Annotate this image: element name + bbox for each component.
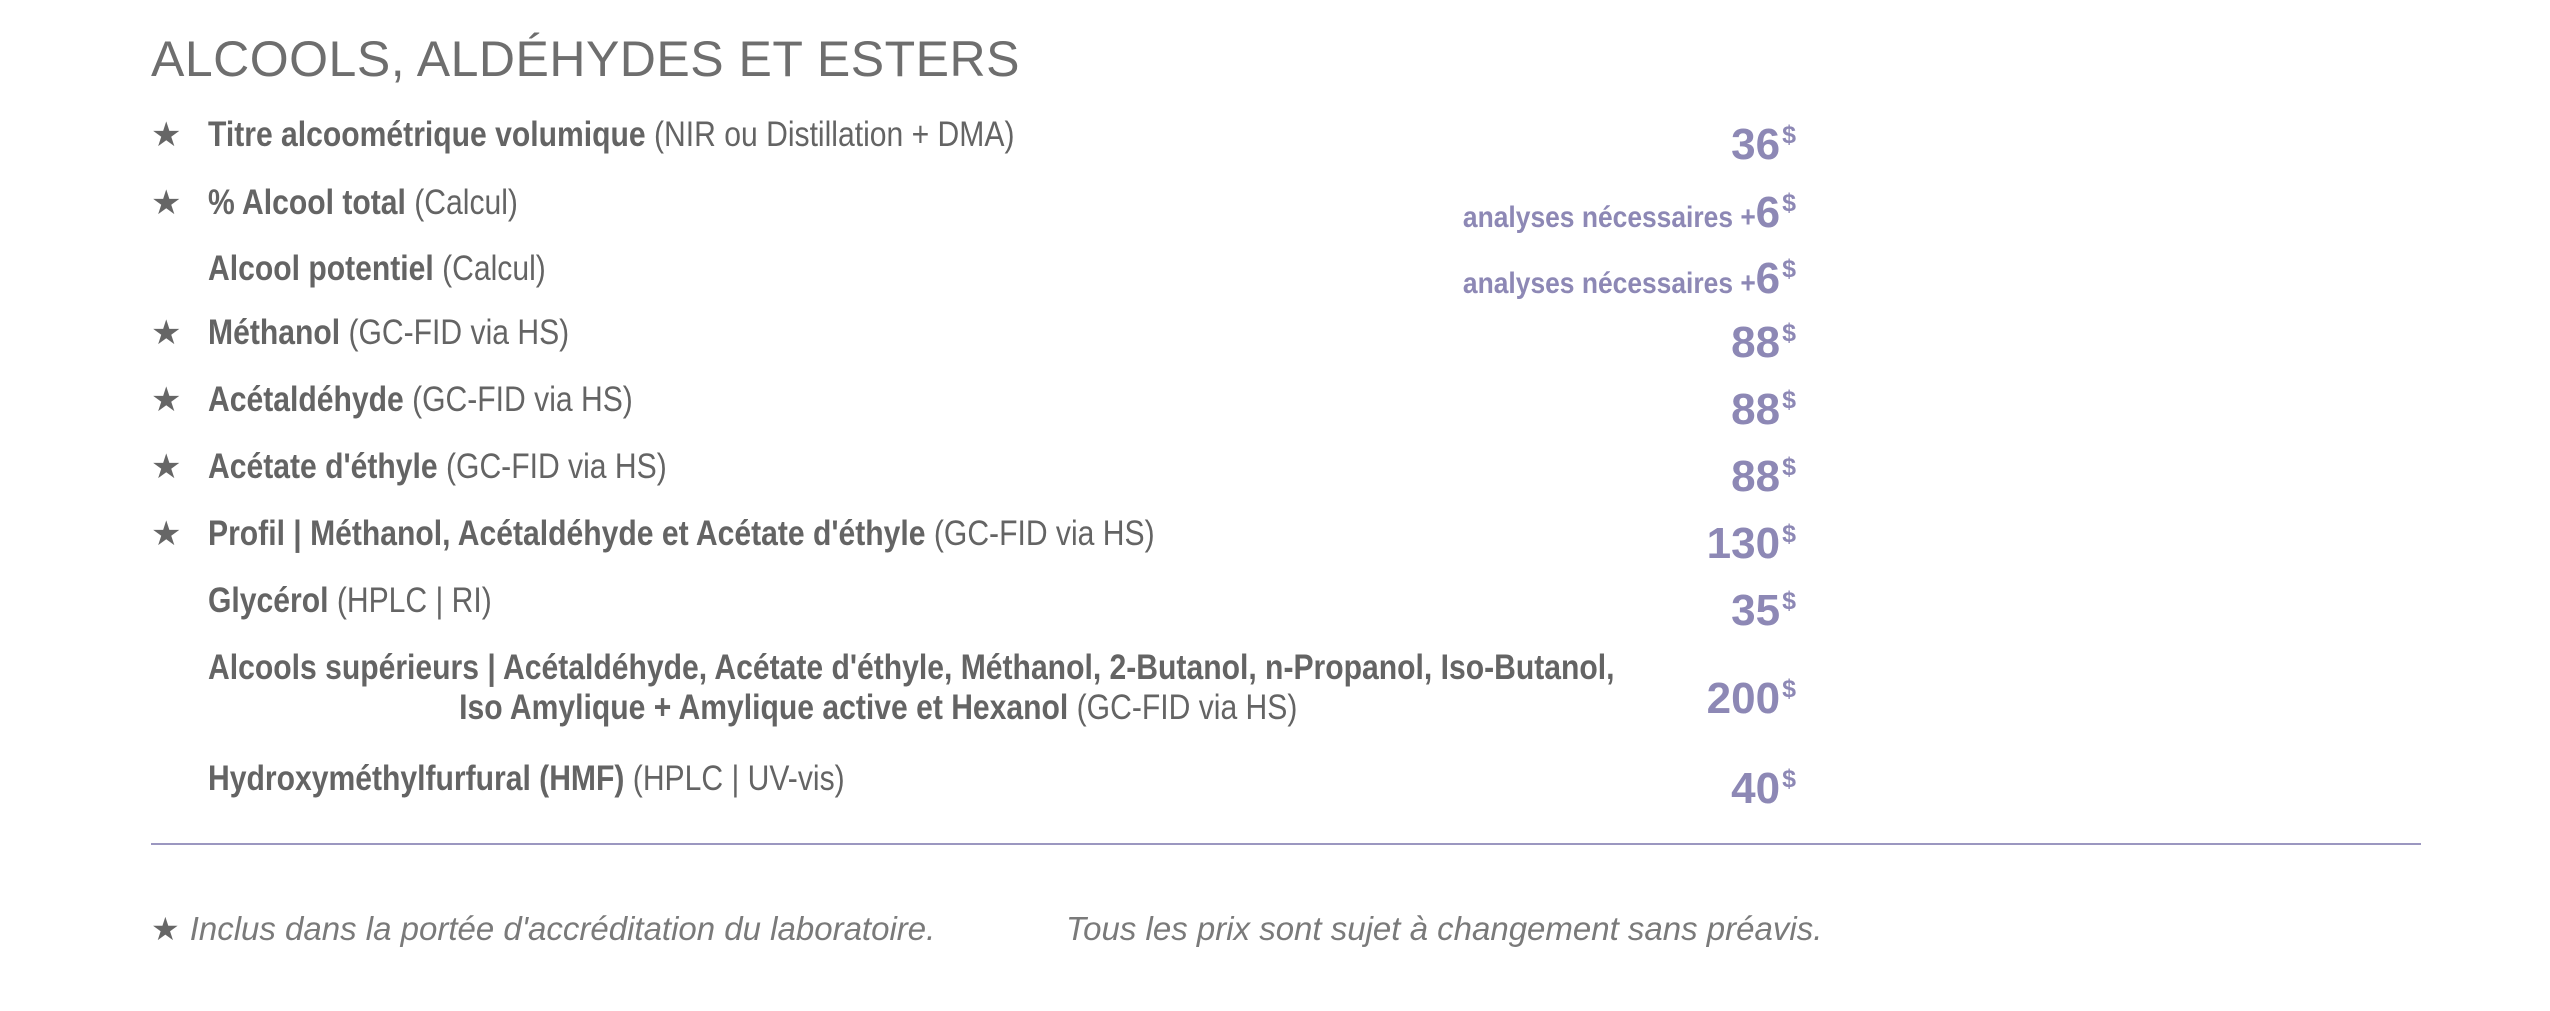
analysis-price: 36$ xyxy=(1731,107,1796,183)
price-amount: 130 xyxy=(1706,519,1781,568)
analysis-name: Acétaldéhyde xyxy=(208,380,404,419)
price-prefix: analyses nécessaires + xyxy=(1462,267,1756,300)
price-amount: 35 xyxy=(1731,586,1781,635)
analysis-name: Alcools supérieurs | Acétaldéhyde, Acéta… xyxy=(208,648,1615,687)
price-row-methanol: ★ Méthanol (GC-FID via HS) 88$ xyxy=(151,305,1796,367)
analysis-price: 200$ xyxy=(1707,661,1796,737)
price-row-profil: ★ Profil | Méthanol, Acétaldéhyde et Acé… xyxy=(151,506,1796,568)
analysis-price: 130$ xyxy=(1707,506,1796,582)
price-amount: 40 xyxy=(1731,764,1781,813)
star-icon: ★ xyxy=(151,116,182,154)
price-currency: $ xyxy=(1782,255,1796,283)
price-row-titre-alcoometrique: ★ Titre alcoométrique volumique (NIR ou … xyxy=(151,107,1796,169)
analysis-price: analyses nécessaires + 6$ xyxy=(1423,241,1796,317)
star-icon: ★ xyxy=(151,515,182,553)
price-currency: $ xyxy=(1782,386,1796,414)
price-row-glycerol: Glycérol (HPLC | RI) 35$ xyxy=(151,573,1796,635)
price-currency: $ xyxy=(1782,520,1796,548)
analysis-label: Profil | Méthanol, Acétaldéhyde et Acéta… xyxy=(208,506,1155,562)
accreditation-footnote: ★ Inclus dans la portée d'accréditation d… xyxy=(151,905,935,953)
analysis-method: (HPLC | UV-vis) xyxy=(624,759,845,798)
analysis-price: 35$ xyxy=(1731,573,1796,649)
price-amount: 6 xyxy=(1755,254,1781,303)
analysis-name: Profil | Méthanol, Acétaldéhyde et Acéta… xyxy=(208,514,926,553)
price-amount: 88 xyxy=(1731,318,1781,367)
price-amount: 6 xyxy=(1755,188,1781,237)
price-change-note: Tous les prix sont sujet à changement sa… xyxy=(1066,910,1823,947)
price-row-acetate-ethyle: ★ Acétate d'éthyle (GC-FID via HS) 88$ xyxy=(151,439,1796,501)
analysis-label: Acétaldéhyde (GC-FID via HS) xyxy=(208,372,633,428)
analysis-label: Titre alcoométrique volumique (NIR ou Di… xyxy=(208,107,1014,163)
analysis-method: (HPLC | RI) xyxy=(336,581,492,620)
analysis-name: Glycérol xyxy=(208,581,337,620)
analysis-label: Alcools supérieurs | Acétaldéhyde, Acéta… xyxy=(208,648,1615,728)
star-icon: ★ xyxy=(151,911,180,947)
analysis-label: Acétate d'éthyle (GC-FID via HS) xyxy=(208,439,667,495)
analysis-method: (GC-FID via HS) xyxy=(1068,688,1298,727)
star-icon: ★ xyxy=(151,184,182,222)
analysis-price: 88$ xyxy=(1731,305,1796,381)
price-amount: 88 xyxy=(1731,452,1781,501)
analysis-name: Titre alcoométrique volumique xyxy=(208,115,646,154)
star-icon: ★ xyxy=(151,381,182,419)
price-row-alcool-total: ★ % Alcool total (Calcul) analyses néces… xyxy=(151,175,1796,237)
price-currency: $ xyxy=(1782,587,1796,615)
analysis-name: Hydroxyméthylfurfural (HMF) xyxy=(208,759,625,798)
star-icon: ★ xyxy=(151,314,182,352)
price-row-hmf: Hydroxyméthylfurfural (HMF) (HPLC | UV-v… xyxy=(151,751,1796,813)
analysis-price: 40$ xyxy=(1731,751,1796,827)
analysis-label: % Alcool total (Calcul) xyxy=(208,175,518,231)
section-title: ALCOOLS, ALDÉHYDES ET ESTERS xyxy=(151,31,1020,87)
price-row-acetaldehyde: ★ Acétaldéhyde (GC-FID via HS) 88$ xyxy=(151,372,1796,434)
analysis-name: Alcool potentiel xyxy=(208,249,434,288)
price-currency: $ xyxy=(1782,765,1796,793)
price-row-alcools-superieurs: Alcools supérieurs | Acétaldéhyde, Acéta… xyxy=(151,648,1796,730)
price-prefix: analyses nécessaires + xyxy=(1462,201,1756,234)
analysis-method: (GC-FID via HS) xyxy=(403,380,633,419)
analysis-price: 88$ xyxy=(1731,439,1796,515)
analysis-method: (Calcul) xyxy=(433,249,546,288)
price-row-alcool-potentiel: Alcool potentiel (Calcul) analyses néces… xyxy=(151,241,1796,303)
analysis-name-continued: Iso Amylique + Amylique active et Hexano… xyxy=(459,688,1069,727)
price-amount: 36 xyxy=(1731,120,1781,169)
price-currency: $ xyxy=(1782,453,1796,481)
analysis-method: (GC-FID via HS) xyxy=(437,447,667,486)
price-currency: $ xyxy=(1782,675,1796,703)
price-currency: $ xyxy=(1782,319,1796,347)
analysis-name: % Alcool total xyxy=(208,183,406,222)
price-amount: 88 xyxy=(1731,385,1781,434)
analysis-label: Glycérol (HPLC | RI) xyxy=(208,573,492,629)
section-divider xyxy=(151,843,2421,845)
analysis-method: (NIR ou Distillation + DMA) xyxy=(645,115,1015,154)
analysis-label: Alcool potentiel (Calcul) xyxy=(208,241,546,297)
analysis-label-line2: Iso Amylique + Amylique active et Hexano… xyxy=(208,688,1615,728)
accreditation-note: Inclus dans la portée d'accréditation du… xyxy=(189,910,936,947)
analysis-label: Méthanol (GC-FID via HS) xyxy=(208,305,569,361)
analysis-method: (GC-FID via HS) xyxy=(340,313,570,352)
analysis-price: 88$ xyxy=(1731,372,1796,448)
analysis-price: analyses nécessaires + 6$ xyxy=(1423,175,1796,251)
analysis-name: Acétate d'éthyle xyxy=(208,447,438,486)
analysis-label: Hydroxyméthylfurfural (HMF) (HPLC | UV-v… xyxy=(208,751,845,807)
price-currency: $ xyxy=(1782,121,1796,149)
analysis-method: (GC-FID via HS) xyxy=(925,514,1155,553)
analysis-method: (Calcul) xyxy=(405,183,518,222)
star-icon: ★ xyxy=(151,448,182,486)
price-amount: 200 xyxy=(1706,674,1781,723)
price-currency: $ xyxy=(1782,189,1796,217)
analysis-name: Méthanol xyxy=(208,313,341,352)
